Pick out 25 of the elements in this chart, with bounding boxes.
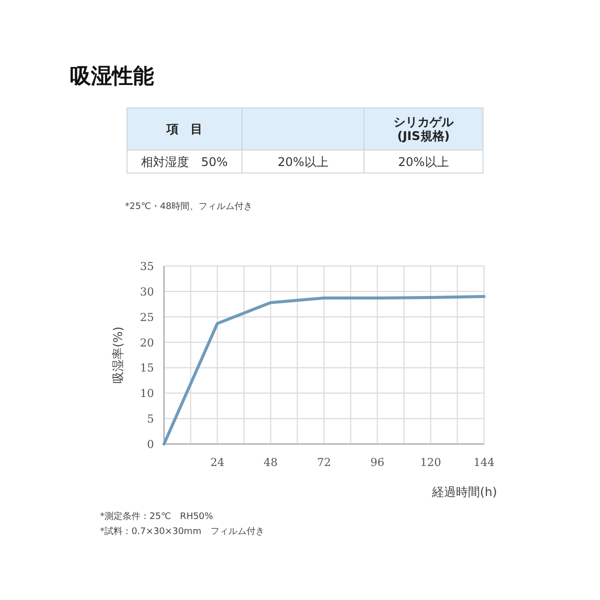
- y-tick-label: 35: [140, 260, 154, 273]
- y-tick-label: 0: [147, 438, 154, 451]
- y-tick-label: 10: [140, 387, 154, 400]
- x-tick-label: 72: [317, 456, 331, 469]
- category-label: シリカゲル (JIS規格): [394, 114, 454, 144]
- x-tick-label: 24: [210, 456, 224, 469]
- y-tick-label: 15: [140, 362, 154, 375]
- text: *25℃・48時間、フィルム付き: [125, 201, 253, 212]
- y-tick-label: 20: [140, 336, 154, 350]
- x-tick-label: 96: [370, 456, 384, 469]
- y-axis-title: 吸湿率(%): [111, 326, 125, 384]
- text: 20%以上: [278, 155, 328, 169]
- x-tick-label: 120: [420, 456, 442, 469]
- text: 吸湿性能: [70, 64, 154, 88]
- text: *測定条件：25℃ RH50%: [100, 511, 214, 522]
- x-tick-label: 48: [264, 456, 278, 469]
- text: 相対湿度 50%: [141, 155, 228, 169]
- y-tick-label: 30: [140, 285, 154, 298]
- text: 20%以上: [398, 155, 449, 169]
- x-tick-label: 144: [474, 456, 494, 469]
- y-tick-label: 5: [147, 412, 154, 426]
- text: *試料：0.7×30×30mm フィルム付き: [100, 526, 264, 537]
- category-label: 項 目: [166, 122, 202, 136]
- x-axis-title: 経過時間(h): [431, 485, 497, 499]
- y-tick-label: 25: [140, 310, 154, 324]
